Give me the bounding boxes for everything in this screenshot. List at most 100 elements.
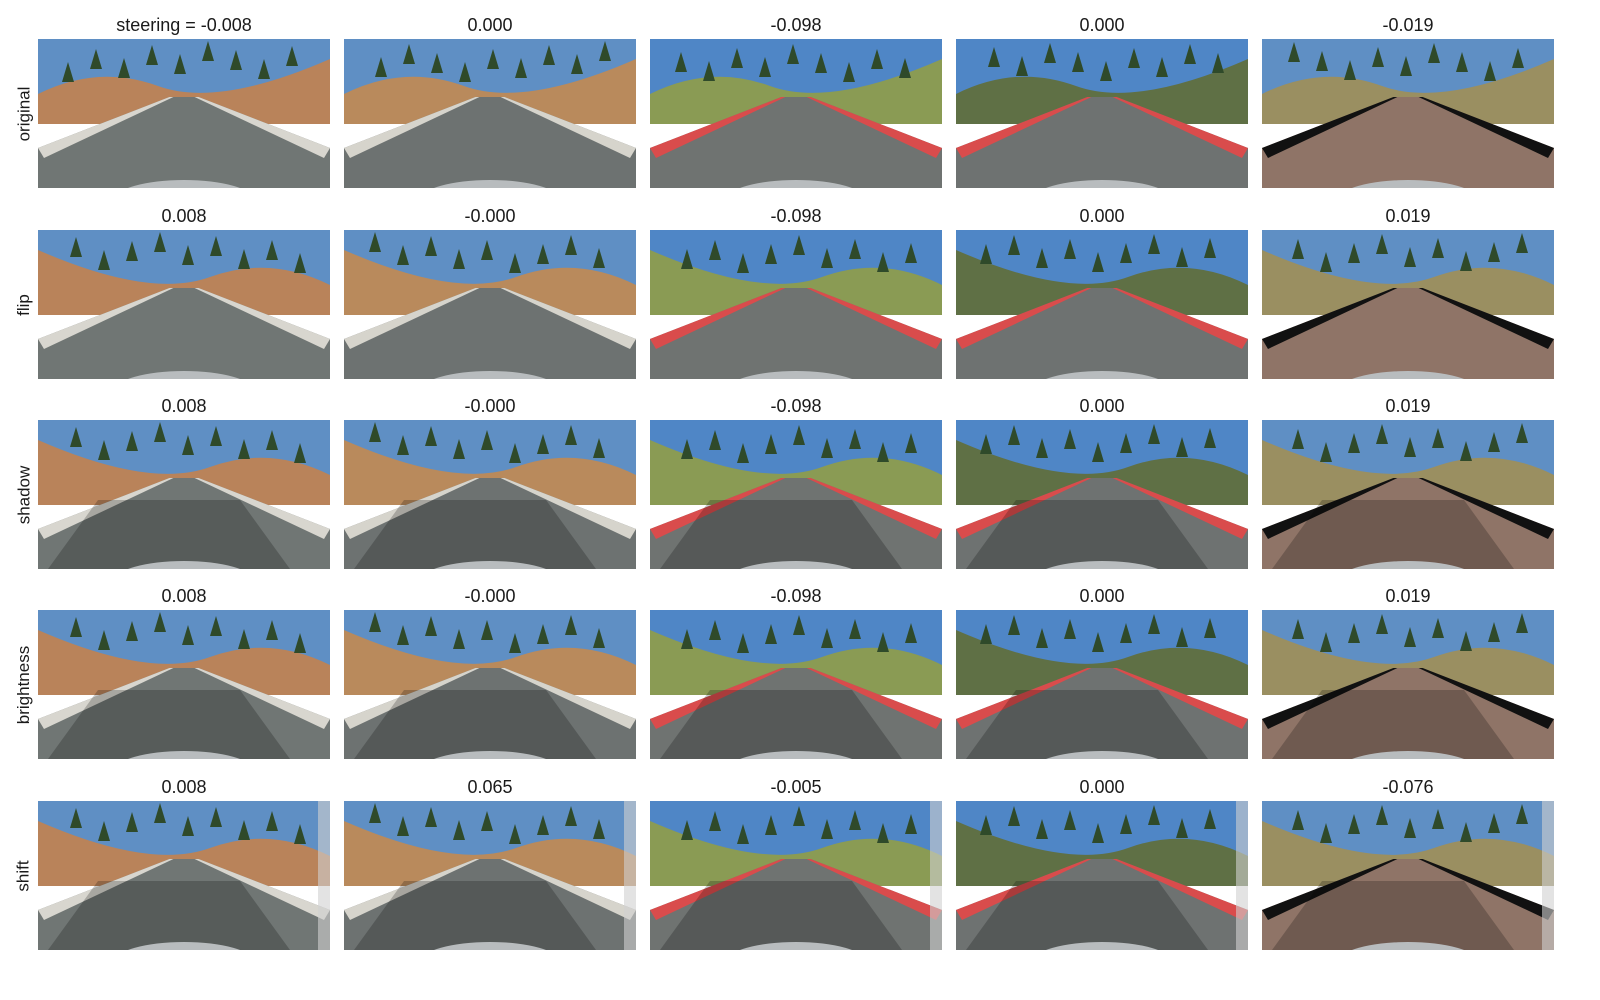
- row-label-flip: flip: [10, 230, 38, 379]
- steering-caption: 0.019: [1385, 396, 1431, 416]
- tree: [1036, 248, 1048, 268]
- road-edge-left: [806, 288, 942, 349]
- tree: [1204, 618, 1216, 638]
- tree: [453, 249, 465, 269]
- tree: [1288, 42, 1300, 62]
- tree: [1344, 60, 1356, 80]
- steering-caption: 0.000: [1079, 777, 1125, 797]
- tree: [431, 53, 443, 73]
- tree: [481, 240, 493, 260]
- tree: [980, 624, 992, 644]
- tree: [266, 240, 278, 260]
- shadow-overlay: [660, 690, 902, 759]
- tree: [1432, 238, 1444, 258]
- road-edge-right: [1418, 97, 1554, 158]
- tree: [1036, 438, 1048, 458]
- tree: [1460, 822, 1472, 842]
- camera-frame: [956, 420, 1248, 569]
- tree: [1348, 243, 1360, 263]
- tree: [238, 820, 250, 840]
- tree: [62, 62, 74, 82]
- terrain: [956, 821, 1248, 886]
- road-edge-left: [650, 97, 786, 158]
- image-cell: -0.019: [1262, 14, 1554, 190]
- tree: [481, 811, 493, 831]
- tree: [1428, 43, 1440, 63]
- tree: [397, 435, 409, 455]
- image-cell: 0.000: [956, 205, 1248, 381]
- tree: [1488, 622, 1500, 642]
- scene-image: [1262, 420, 1554, 569]
- tree: [294, 633, 306, 653]
- image-cell: 0.008: [38, 776, 330, 952]
- tree: [294, 824, 306, 844]
- scene-image: [650, 610, 942, 759]
- tree: [565, 615, 577, 635]
- tree: [899, 58, 911, 78]
- tree: [537, 434, 549, 454]
- steering-caption: 0.000: [1079, 206, 1125, 226]
- road-edge-right: [956, 668, 1092, 729]
- car-hood: [740, 180, 852, 188]
- tree: [182, 245, 194, 265]
- scene-image: [650, 39, 942, 188]
- terrain: [344, 59, 636, 124]
- camera-frame: [1262, 39, 1554, 188]
- camera-frame: [344, 39, 636, 188]
- road-edge-right: [344, 859, 480, 920]
- camera-frame: [1262, 610, 1554, 759]
- tree: [369, 803, 381, 823]
- tree: [1460, 441, 1472, 461]
- car-hood: [1046, 180, 1158, 188]
- tree: [509, 443, 521, 463]
- road-edge-left: [194, 288, 330, 349]
- image-cell: steering = -0.008: [38, 14, 330, 190]
- steering-caption: 0.000: [467, 15, 513, 35]
- road-edge-right: [344, 288, 480, 349]
- tree: [98, 630, 110, 650]
- tree: [1120, 433, 1132, 453]
- steering-caption: -0.098: [770, 396, 822, 416]
- steering-caption: 0.000: [1079, 15, 1125, 35]
- tree: [1072, 52, 1084, 72]
- terrain: [956, 59, 1248, 124]
- tree: [731, 48, 743, 68]
- tree: [90, 49, 102, 69]
- image-cell: 0.008: [38, 585, 330, 761]
- tree: [182, 816, 194, 836]
- tree: [1120, 243, 1132, 263]
- tree: [821, 628, 833, 648]
- image-cell: 0.000: [344, 14, 636, 190]
- tree: [1516, 423, 1528, 443]
- row-label-text: flip: [13, 293, 33, 316]
- scene-image: [1262, 610, 1554, 759]
- tree: [126, 812, 138, 832]
- terrain: [38, 59, 330, 124]
- scene-image: [344, 420, 636, 569]
- tree: [765, 815, 777, 835]
- tree: [1120, 814, 1132, 834]
- road-edge-right: [806, 97, 942, 158]
- shadow-overlay: [48, 690, 290, 759]
- road-edge-left: [194, 859, 330, 920]
- tree: [765, 624, 777, 644]
- terrain: [1262, 59, 1554, 124]
- terrain: [38, 630, 330, 695]
- car-hood: [128, 751, 240, 759]
- tree: [1204, 428, 1216, 448]
- car-hood: [434, 371, 546, 379]
- road-edge-right: [344, 478, 480, 539]
- tree: [1176, 627, 1188, 647]
- tree: [1316, 51, 1328, 71]
- camera-frame: [650, 420, 942, 569]
- scene-image: [1262, 39, 1554, 188]
- car-hood: [1352, 561, 1464, 569]
- car-hood: [1352, 942, 1464, 950]
- camera-frame: [38, 230, 330, 379]
- car-hood: [740, 751, 852, 759]
- shadow-overlay: [1272, 500, 1514, 569]
- tree: [118, 58, 130, 78]
- terrain: [650, 821, 942, 886]
- tree: [815, 53, 827, 73]
- tree: [1376, 424, 1388, 444]
